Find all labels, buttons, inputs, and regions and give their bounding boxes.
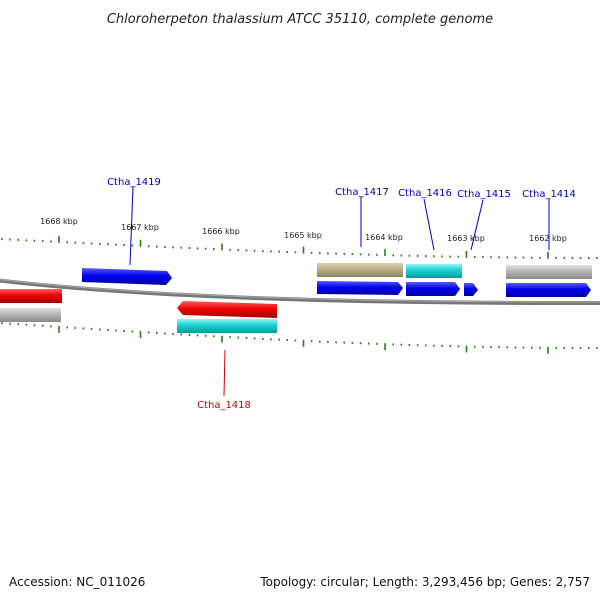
reverse-strand-features xyxy=(0,289,277,333)
accession-text: Accession: NC_011026 xyxy=(9,575,146,589)
gene-label-ctha-1414[interactable]: Ctha_1414 xyxy=(522,189,576,200)
inner-scale-ticks xyxy=(1,322,598,354)
scale-label: 1666 kbp xyxy=(202,227,240,236)
scale-label: 1663 kbp xyxy=(447,234,485,243)
gene-label-ctha-1415[interactable]: Ctha_1415 xyxy=(457,189,511,200)
genome-backbone xyxy=(0,278,600,306)
rna-feature-ctha-1417[interactable] xyxy=(317,263,403,277)
scale-label: 1665 kbp xyxy=(284,231,322,240)
genome-title: Chloroherpeton thalassium ATCC 35110, co… xyxy=(107,12,493,27)
pseudo-feature-ctha-1414[interactable] xyxy=(506,265,592,279)
gene-arrow-ctha-1416[interactable] xyxy=(406,282,460,296)
forward-strand-features xyxy=(82,263,592,297)
topology-text: Topology: circular; Length: 3,293,456 bp… xyxy=(260,575,590,589)
gene-label-ctha-1416[interactable]: Ctha_1416 xyxy=(398,188,452,199)
leader-line xyxy=(470,199,484,251)
gene-arrow-ctha-1419[interactable] xyxy=(82,268,172,285)
leader-line xyxy=(423,198,435,251)
cds-feature-ctha-1418[interactable] xyxy=(177,319,277,333)
leader-line xyxy=(129,186,134,266)
gene-arrow-ctha-1417[interactable] xyxy=(317,281,403,295)
gene-arrow-partial[interactable] xyxy=(0,289,62,303)
scale-label: 1667 kbp xyxy=(121,223,159,232)
scale-label: 1668 kbp xyxy=(40,217,78,226)
scale-label: 1664 kbp xyxy=(365,233,403,242)
cds-feature-ctha-1416[interactable] xyxy=(406,264,462,278)
gene-arrow-ctha-1415[interactable] xyxy=(464,283,478,296)
leader-line xyxy=(223,349,226,397)
scale-label: 1662 kbp xyxy=(529,234,567,243)
gene-label-ctha-1419[interactable]: Ctha_1419 xyxy=(107,177,161,188)
gene-label-ctha-1417[interactable]: Ctha_1417 xyxy=(335,187,389,198)
outer-scale-ticks xyxy=(1,235,598,259)
gene-label-ctha-1418[interactable]: Ctha_1418 xyxy=(197,400,251,411)
gene-arrow-ctha-1414[interactable] xyxy=(506,283,591,297)
gene-arrow-ctha-1418[interactable] xyxy=(177,301,277,318)
pseudo-feature-partial[interactable] xyxy=(0,308,61,322)
